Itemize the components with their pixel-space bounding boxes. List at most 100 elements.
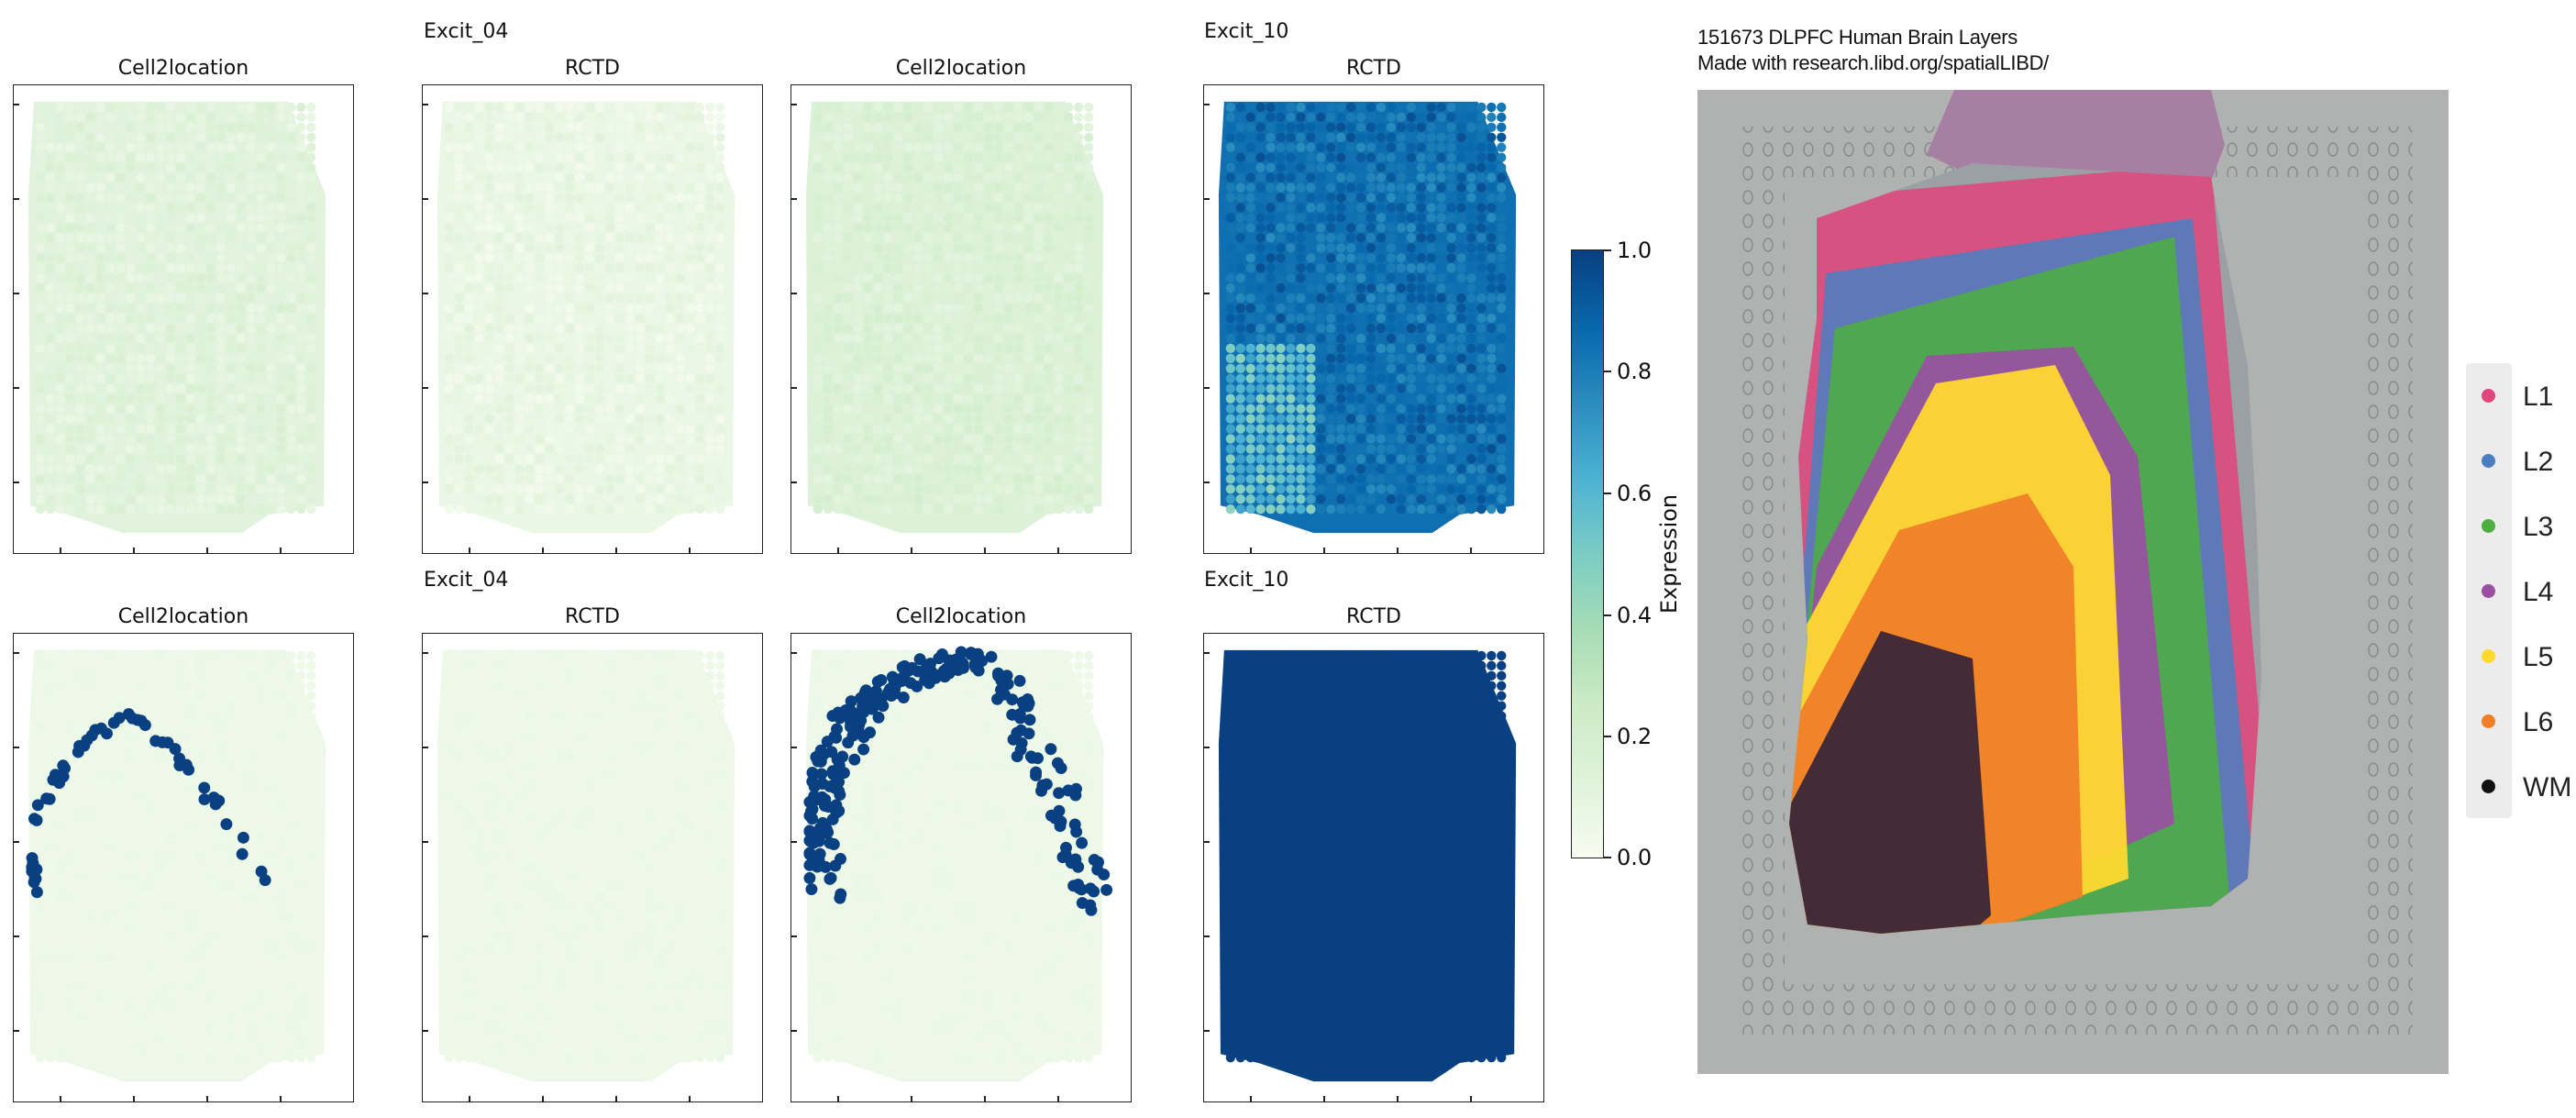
spot	[953, 313, 964, 324]
spot	[1446, 213, 1456, 223]
spot	[35, 494, 46, 504]
spot	[1084, 484, 1094, 494]
spot	[614, 253, 625, 263]
spot	[494, 112, 504, 123]
spot	[963, 393, 974, 404]
spot	[705, 414, 715, 424]
spot	[545, 172, 555, 183]
spot	[155, 112, 166, 123]
spot	[1296, 464, 1306, 474]
spot	[1276, 233, 1286, 243]
spot	[973, 333, 984, 344]
spot	[1064, 474, 1074, 484]
spot	[1245, 142, 1255, 152]
spot	[863, 363, 873, 373]
spot	[1054, 183, 1064, 193]
spot	[813, 142, 824, 152]
spot	[903, 444, 913, 454]
spot	[1396, 303, 1407, 314]
spot	[614, 142, 625, 152]
spot	[205, 193, 216, 203]
spot	[685, 152, 695, 162]
spot	[555, 213, 565, 223]
spot	[444, 203, 455, 213]
spot	[175, 253, 186, 263]
spot	[1497, 172, 1507, 183]
spot	[625, 494, 635, 504]
spot	[1336, 454, 1346, 464]
spot	[1286, 484, 1296, 494]
spot	[276, 373, 286, 383]
spot	[993, 152, 1003, 162]
spot	[665, 333, 675, 344]
spot	[983, 162, 994, 172]
spot	[514, 293, 525, 304]
spot	[205, 701, 216, 711]
spot	[903, 484, 913, 494]
spot	[535, 282, 545, 293]
spot	[226, 142, 236, 152]
spot	[564, 282, 575, 293]
spot	[146, 660, 156, 671]
spot	[1376, 434, 1387, 444]
spot	[1497, 122, 1507, 132]
spot	[276, 383, 286, 393]
spot	[75, 670, 85, 681]
spot	[105, 253, 116, 263]
spot	[873, 152, 883, 162]
spot	[216, 263, 226, 273]
spot	[635, 112, 645, 123]
spot	[504, 414, 514, 424]
spot	[545, 142, 555, 152]
spot	[444, 132, 455, 142]
spot	[843, 293, 853, 304]
spot	[1084, 282, 1094, 293]
spot	[1084, 323, 1094, 334]
spot	[933, 132, 944, 142]
spot	[226, 670, 236, 681]
spot	[1296, 282, 1306, 293]
spot	[75, 444, 85, 454]
spot	[1255, 102, 1266, 113]
spot	[1365, 303, 1376, 314]
spot	[1034, 152, 1044, 162]
spot	[65, 424, 75, 434]
spot	[1023, 263, 1034, 273]
spot	[665, 152, 675, 162]
spot	[574, 424, 585, 434]
spot	[1013, 474, 1023, 484]
spot	[715, 132, 725, 142]
spot	[614, 373, 625, 383]
spot	[185, 454, 196, 464]
spot	[35, 670, 46, 681]
spot	[963, 253, 974, 263]
spot	[1013, 243, 1023, 253]
spot	[1286, 333, 1296, 344]
spot	[205, 504, 216, 515]
spot	[973, 343, 984, 354]
spot	[973, 373, 984, 383]
spot	[564, 323, 575, 334]
spot	[165, 243, 176, 253]
spot	[1426, 323, 1436, 334]
spot	[1074, 193, 1084, 203]
spot	[1436, 404, 1446, 414]
spot	[645, 112, 655, 123]
spot	[594, 313, 605, 324]
spot	[1487, 223, 1497, 233]
spot	[1355, 162, 1366, 172]
spot	[85, 223, 95, 233]
spot	[286, 474, 296, 484]
spot	[175, 383, 186, 393]
spot	[555, 172, 565, 183]
spot	[514, 253, 525, 263]
spot	[1316, 183, 1326, 193]
spot	[525, 353, 535, 364]
spot	[525, 203, 535, 213]
spot	[306, 112, 316, 123]
spot	[1266, 484, 1276, 494]
spot	[1456, 434, 1466, 444]
spot	[1296, 393, 1306, 404]
spot	[833, 263, 843, 273]
spot	[1306, 233, 1316, 243]
